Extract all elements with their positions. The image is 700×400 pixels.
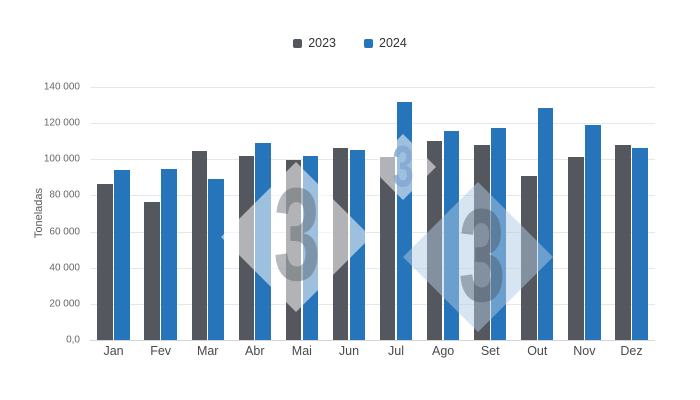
- y-tick-label: 80 000: [49, 189, 80, 201]
- x-tick-label-Set: Set: [480, 344, 500, 358]
- legend-label-2023: 2023: [308, 36, 336, 50]
- gridline: [90, 267, 655, 269]
- bar-2023-Mai[interactable]: [285, 160, 302, 340]
- y-tick-label: 40 000: [49, 262, 80, 274]
- bar-2024-Jan[interactable]: [114, 170, 130, 340]
- x-tick-label-Ago: Ago: [432, 344, 455, 358]
- bar-2024-Nov[interactable]: [585, 124, 601, 340]
- bar-2023-Mar[interactable]: [191, 151, 207, 340]
- bar-2023-Out[interactable]: [521, 176, 537, 340]
- x-tick-label-Jul: Jul: [388, 344, 405, 358]
- bar-2024-Abr[interactable]: [255, 143, 271, 340]
- gridline: [90, 123, 655, 125]
- x-tick-label-Dez: Dez: [620, 344, 643, 358]
- bar-2024-Jun[interactable]: [349, 150, 366, 340]
- plot-area: [90, 87, 655, 341]
- y-tick-label: 0,0: [66, 334, 80, 346]
- y-tick-label: 20 000: [49, 298, 80, 310]
- bar-2023-Jul[interactable]: [379, 156, 396, 340]
- x-tick-label-Jan: Jan: [103, 344, 124, 358]
- y-tick-label: 60 000: [49, 226, 80, 238]
- gridline: [90, 303, 655, 305]
- bar-2024-Ago[interactable]: [443, 131, 460, 340]
- x-axis-labels: Jan Fev Mar Abr Mai Jun Jul Ago Set Out Nov Dez: [90, 344, 655, 362]
- bar-2024-Dez[interactable]: [632, 147, 648, 340]
- bar-2024-Set[interactable]: [490, 127, 507, 340]
- bar-2023-Jun[interactable]: [332, 148, 349, 340]
- y-tick-label: 140 000: [43, 81, 80, 93]
- legend-swatch-2024: [364, 38, 373, 48]
- x-tick-label-Nov: Nov: [573, 344, 596, 358]
- legend-swatch-2023: [293, 38, 303, 48]
- legend-item-2024[interactable]: 2024: [364, 36, 407, 50]
- legend: 2023 2024: [0, 36, 700, 50]
- x-tick-label-Abr: Abr: [245, 344, 265, 358]
- bar-2023-Fev[interactable]: [144, 201, 160, 340]
- x-tick-label-Jun: Jun: [338, 344, 360, 358]
- bar-2024-Out[interactable]: [537, 107, 554, 340]
- bar-2023-Jan[interactable]: [97, 183, 113, 340]
- bar-2024-Mar[interactable]: [208, 179, 224, 340]
- legend-item-2023[interactable]: 2023: [293, 36, 336, 50]
- bar-2024-Fev[interactable]: [161, 169, 177, 340]
- bar-2024-Mai[interactable]: [302, 155, 319, 340]
- x-tick-label-Out: Out: [527, 344, 548, 358]
- bar-2024-Jul[interactable]: [396, 102, 413, 340]
- y-tick-label: 100 000: [43, 153, 80, 165]
- y-axis-labels: 0,0 20 000 40 000 60 000 80 000 100 000 120 00…: [0, 82, 85, 346]
- bar-2023-Ago[interactable]: [426, 141, 443, 340]
- bar-2023-Abr[interactable]: [238, 155, 255, 340]
- bar-2023-Nov[interactable]: [568, 156, 584, 340]
- gridline: [90, 231, 655, 233]
- bar-2023-Set[interactable]: [474, 144, 490, 340]
- legend-label-2024: 2024: [379, 36, 407, 50]
- x-tick-label-Mai: Mai: [291, 344, 312, 358]
- y-tick-label: 120 000: [43, 117, 80, 129]
- x-tick-label-Mar: Mar: [196, 344, 219, 358]
- x-tick-label-Fev: Fev: [150, 344, 172, 358]
- bar-2023-Dez[interactable]: [615, 144, 631, 340]
- gridline: [90, 87, 655, 88]
